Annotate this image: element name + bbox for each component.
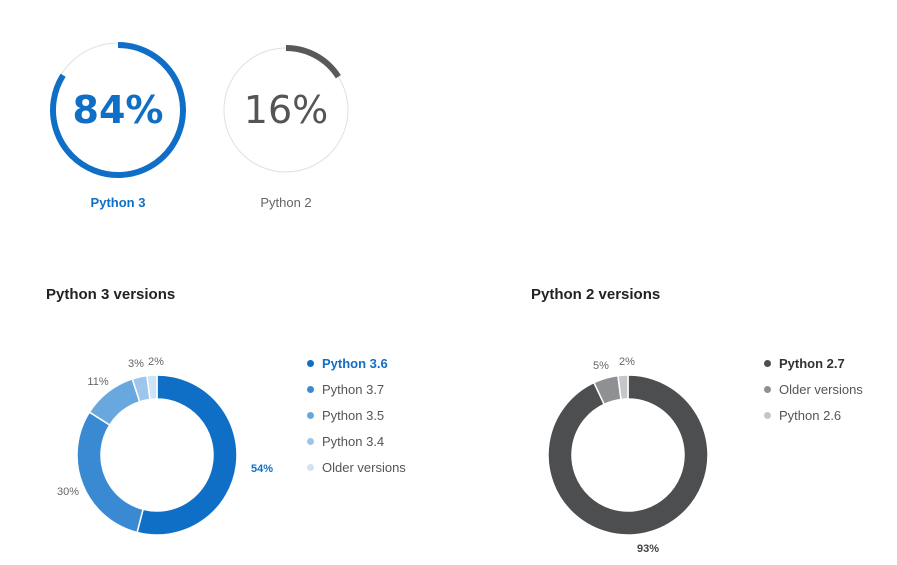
donut-slice-python-2-6	[617, 374, 629, 401]
legend-label: Python 3.6	[322, 355, 388, 371]
legend-swatch	[307, 385, 314, 393]
pct-label: 2%	[619, 356, 635, 368]
legend-swatch	[307, 437, 314, 445]
legend-label: Python 2.6	[779, 407, 842, 423]
python2-share-ring-graphic	[223, 45, 349, 173]
pct-label: 3%	[128, 358, 144, 370]
donut-slice-python-2-7	[547, 374, 709, 536]
python3-share-ring-graphic	[50, 42, 186, 178]
python2-versions-title: Python 2 versions	[531, 286, 661, 303]
share-arc	[285, 45, 341, 79]
legend-swatch	[764, 411, 771, 419]
pct-label: 54%	[250, 463, 274, 475]
python3-versions-donut	[76, 374, 238, 536]
legend-item: Python 3.7	[307, 376, 406, 402]
pct-label: 93%	[636, 543, 660, 555]
legend-swatch	[307, 359, 314, 367]
legend-swatch	[764, 385, 771, 393]
pct-label: 5%	[593, 360, 609, 372]
legend-label: Python 3.5	[322, 407, 385, 423]
legend-item: Python 3.6	[307, 350, 406, 376]
legend-swatch	[307, 411, 314, 419]
legend-item: Older versions	[764, 376, 863, 402]
python3-share-ring: 84%	[48, 40, 188, 180]
python2-versions-donut	[547, 374, 709, 536]
python2-share-ring: 16%	[218, 40, 354, 180]
legend-item: Python 2.6	[764, 402, 863, 428]
legend-item: Python 2.7	[764, 350, 863, 376]
python3-versions-title: Python 3 versions	[46, 286, 176, 303]
legend-label: Python 2.7	[779, 355, 845, 371]
legend-label: Older versions	[322, 459, 406, 475]
legend-swatch	[764, 359, 771, 367]
python3-share-value: 84%	[72, 88, 164, 132]
legend-item: Python 3.5	[307, 402, 406, 428]
legend-swatch	[307, 463, 314, 471]
pct-label: 2%	[148, 356, 164, 368]
python3-share-label: Python 3	[90, 195, 146, 210]
python2-share-label: Python 2	[260, 195, 312, 210]
python2-versions-legend: Python 2.7 Older versions Python 2.6	[764, 350, 863, 428]
donut-slice-python-3-7	[76, 411, 144, 534]
legend-label: Python 3.4	[322, 433, 385, 449]
pct-label: 30%	[56, 486, 80, 498]
python2-share-value: 16%	[243, 88, 329, 132]
donut-slice-older-versions	[146, 374, 158, 401]
share-arc	[50, 42, 186, 178]
pct-label: 11%	[87, 376, 109, 388]
legend-item: Python 3.4	[307, 428, 406, 454]
legend-label: Older versions	[779, 381, 863, 397]
legend-label: Python 3.7	[322, 381, 385, 397]
legend-item: Older versions	[307, 454, 406, 480]
donut-slice-python-3-6	[136, 374, 238, 536]
python3-versions-legend: Python 3.6 Python 3.7 Python 3.5 Python 3.4…	[307, 350, 406, 480]
